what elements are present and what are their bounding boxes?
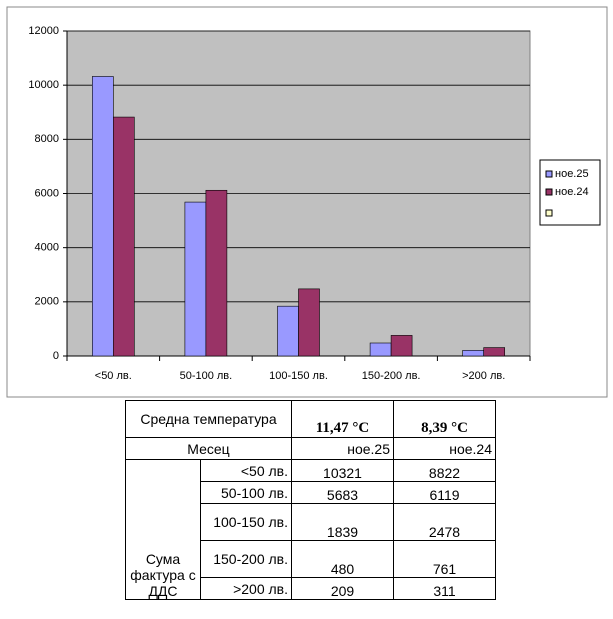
row: Средна температура 11,47 °C 8,39 °C (125, 400, 496, 438)
temperature: 8,39 °C (393, 400, 496, 438)
value: 2478 (393, 503, 496, 541)
bar (390, 335, 413, 357)
y-tick-label: 0 (53, 350, 59, 362)
legend-swatch (545, 209, 553, 217)
category: <50 лв. (200, 459, 292, 482)
bar (205, 189, 228, 357)
month-label: Месец (125, 437, 292, 460)
x-tick-label: 50-100 лв. (180, 370, 233, 382)
y-tick-label: 2000 (35, 296, 59, 308)
row: >200 лв. 209 311 (126, 577, 496, 600)
value: 8822 (393, 459, 496, 482)
value: 10321 (291, 459, 394, 482)
value: 5683 (291, 481, 394, 504)
month: ное.25 (291, 437, 394, 460)
bar (277, 305, 299, 357)
bar (462, 350, 485, 357)
table-body: Сума фактура с ДДС <50 лв. 10321 8822 50-100… (125, 459, 496, 600)
temperature-label: Средна температура (125, 400, 292, 438)
category: >200 лв. (200, 577, 292, 600)
bar (298, 288, 320, 357)
category: 50-100 лв. (200, 481, 292, 504)
value: 1839 (291, 503, 394, 541)
data-table: Средна температура 11,47 °C 8,39 °C Месе… (125, 400, 496, 600)
row: Сума фактура с ДДС <50 лв. 10321 8822 (125, 459, 496, 600)
bar (483, 347, 506, 357)
x-tick-label: <50 лв. (95, 370, 132, 382)
value: 209 (291, 577, 394, 600)
y-tick-label: 8000 (35, 133, 59, 145)
group-label: Сума фактура с ДДС (125, 459, 201, 600)
x-tick-label: >200 лв. (462, 370, 505, 382)
row: 150-200 лв. 480 761 (126, 540, 496, 578)
value: 480 (291, 540, 394, 578)
value: 761 (393, 540, 496, 578)
value: 311 (393, 577, 496, 600)
chart: 0 2000 4000 6000 8000 10000 12000 <50 лв. 50-100… (6, 6, 608, 398)
category: 150-200 лв. (200, 540, 292, 578)
row: Месец ное.25 ное.24 (125, 437, 496, 460)
x-tick-label: 100-150 лв. (269, 370, 328, 382)
y-tick-label: 10000 (28, 79, 59, 91)
bar (184, 201, 207, 357)
bar (369, 342, 392, 357)
x-tick-label: 150-200 лв. (362, 370, 421, 382)
row: 50-100 лв. 5683 6119 (126, 481, 496, 504)
month: ное.24 (393, 437, 496, 460)
temperature: 11,47 °C (291, 400, 394, 438)
y-tick-label: 6000 (35, 187, 59, 199)
legend-label: ное.25 (555, 168, 589, 180)
value: 6119 (393, 481, 496, 504)
bar (92, 76, 114, 357)
legend-label: ное.24 (555, 186, 589, 198)
row: 100-150 лв. 1839 2478 (126, 503, 496, 541)
category: 100-150 лв. (200, 503, 292, 541)
y-tick-label: 12000 (28, 25, 59, 37)
y-tick-label: 4000 (35, 242, 59, 254)
bar (113, 116, 135, 357)
legend-swatch (545, 188, 553, 196)
legend-swatch (545, 170, 553, 178)
